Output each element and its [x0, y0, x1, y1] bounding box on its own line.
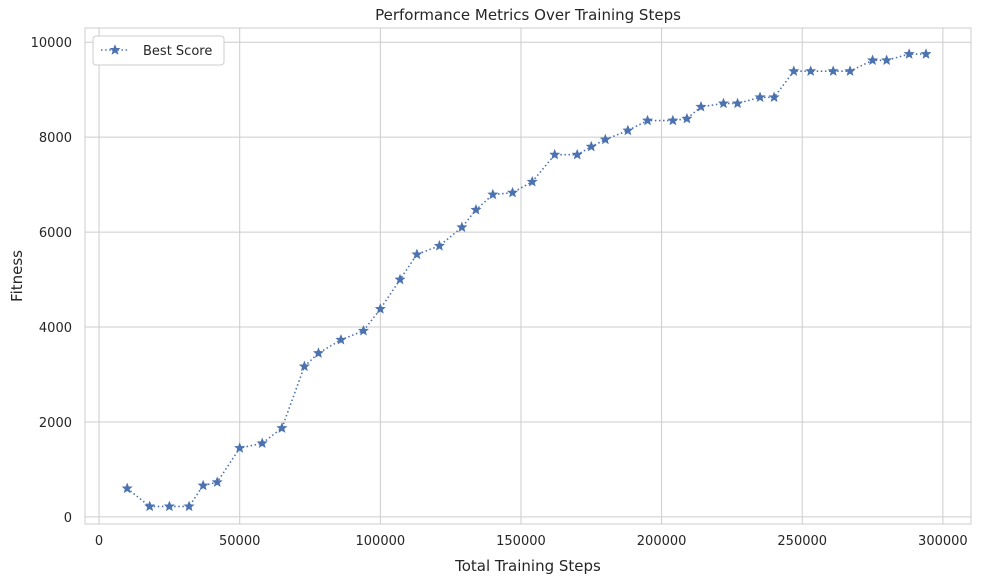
data-point	[717, 97, 730, 109]
x-tick-label: 250000	[777, 534, 827, 549]
series-layer	[121, 48, 932, 512]
legend-label: Best Score	[143, 44, 212, 59]
data-point	[571, 148, 583, 160]
data-point	[526, 175, 538, 187]
data-point	[335, 334, 347, 345]
legend-marker-star	[109, 44, 121, 55]
data-point	[681, 112, 693, 124]
data-point	[881, 54, 893, 65]
data-point	[312, 347, 324, 358]
x-tick-label: 300000	[918, 534, 968, 549]
data-point	[827, 65, 839, 76]
data-point	[642, 114, 654, 126]
data-point	[599, 133, 611, 145]
data-point	[411, 248, 423, 260]
legend: Best Score	[92, 35, 225, 66]
x-tick-label: 50000	[219, 534, 260, 549]
y-tick-label: 10000	[31, 36, 72, 51]
data-point	[234, 442, 246, 453]
chart-title: Performance Metrics Over Training Steps	[375, 6, 681, 24]
data-point	[585, 140, 597, 152]
data-point	[844, 65, 856, 76]
y-tick-label: 4000	[39, 321, 72, 336]
data-point	[788, 65, 800, 76]
data-point	[470, 203, 482, 215]
data-point	[211, 476, 223, 487]
data-point	[732, 97, 744, 109]
plot-area	[84, 27, 972, 525]
x-axis-title: Total Training Steps	[454, 557, 601, 575]
data-point	[197, 479, 209, 491]
gridlines	[85, 28, 971, 524]
data-point	[357, 325, 369, 336]
data-point	[507, 186, 519, 198]
data-point	[433, 240, 445, 251]
x-tick-label: 200000	[637, 534, 687, 549]
y-tick-label: 0	[64, 511, 72, 526]
data-point	[754, 91, 766, 102]
y-tick-label: 2000	[39, 416, 72, 431]
legend-box	[92, 35, 225, 66]
data-point	[487, 188, 499, 200]
data-point	[456, 221, 468, 233]
data-point	[805, 65, 817, 76]
data-point	[374, 303, 386, 314]
data-point	[695, 100, 707, 112]
data-point	[768, 91, 780, 102]
y-tick-label: 8000	[39, 131, 72, 146]
data-point	[144, 500, 156, 512]
data-point	[549, 148, 561, 160]
x-tick-label: 150000	[496, 534, 546, 549]
data-point	[867, 54, 879, 65]
x-tick-label: 0	[95, 534, 103, 549]
x-tick-labels: 0 50000 100000 150000 200000 250000 300000	[95, 534, 968, 549]
data-point	[256, 437, 268, 449]
y-axis-title: Fitness	[8, 250, 26, 302]
data-point	[183, 500, 195, 512]
data-point	[121, 482, 133, 494]
data-point	[276, 422, 288, 433]
data-point	[903, 48, 915, 59]
data-point	[622, 124, 634, 136]
y-tick-labels: 0 2000 4000 6000 8000 10000	[31, 36, 72, 526]
data-point	[298, 360, 310, 372]
data-point	[920, 48, 932, 59]
y-tick-label: 6000	[39, 226, 72, 241]
data-point	[667, 114, 679, 126]
x-tick-label: 100000	[356, 534, 406, 549]
data-point	[163, 500, 175, 512]
data-point	[394, 273, 406, 285]
